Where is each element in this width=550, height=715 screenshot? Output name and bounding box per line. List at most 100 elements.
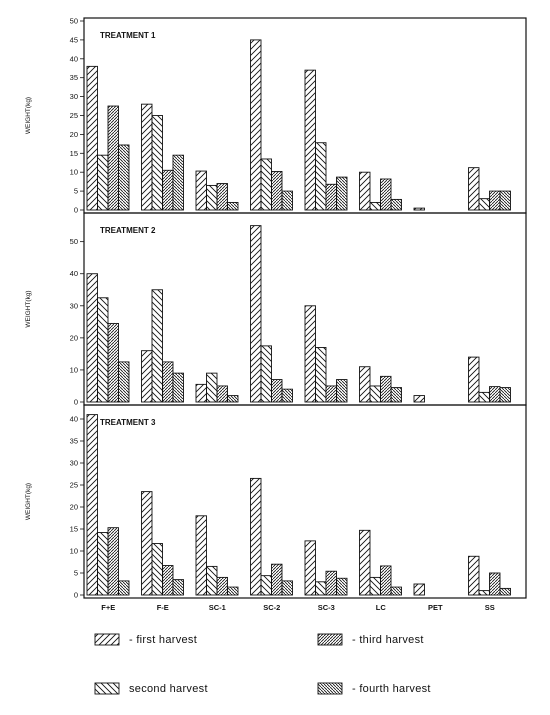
bar-second-harvest-fe bbox=[151, 543, 163, 596]
y-tick-label: 40 bbox=[70, 269, 78, 278]
bar-third-harvest-fe bbox=[162, 565, 174, 596]
bar-fourth-harvest-sc3 bbox=[336, 176, 348, 211]
bar-third-harvest-sc3 bbox=[325, 570, 337, 596]
y-tick-label: 20 bbox=[70, 503, 78, 512]
bar-second-harvest-sc3 bbox=[315, 581, 327, 596]
legend-label: - fourth harvest bbox=[352, 683, 431, 695]
bar-second-harvest-sc2 bbox=[260, 575, 272, 596]
bar-first-harvest-fe bbox=[141, 103, 153, 211]
y-tick-label: 15 bbox=[70, 149, 78, 158]
panel-title: TREATMENT 2 bbox=[100, 226, 156, 235]
bar-fourth-harvest-ss bbox=[499, 190, 511, 211]
bar-second-harvest-sc1 bbox=[206, 565, 218, 596]
bar-first-harvest-fe bbox=[86, 414, 98, 596]
legend-label: - third harvest bbox=[352, 634, 424, 646]
bar-third-harvest-sc1 bbox=[216, 385, 228, 403]
bar-second-harvest-lc bbox=[369, 576, 381, 596]
y-tick-label: 5 bbox=[74, 569, 78, 578]
y-tick-label: 35 bbox=[70, 73, 78, 82]
panel-treatment-1: TREATMENT 1 WEIGHT(kg) 0 5 10 15 20 25 30 35 40 45 5… bbox=[25, 17, 527, 215]
bar-third-harvest-lc bbox=[380, 565, 392, 596]
bar-second-harvest-ss bbox=[478, 590, 490, 596]
bar-second-harvest-fe bbox=[97, 532, 109, 596]
bar-first-harvest-sc1 bbox=[195, 383, 207, 403]
bar-fourth-harvest-fe bbox=[118, 580, 130, 596]
bar-third-harvest-ss bbox=[489, 572, 501, 596]
bar-second-harvest-fe bbox=[151, 115, 163, 211]
legend-item-third-harvest: - third harvest bbox=[317, 633, 424, 646]
legend-swatch bbox=[317, 682, 343, 695]
bar-second-harvest-fe bbox=[151, 289, 163, 403]
panel-treatment-2: TREATMENT 2 WEIGHT(kg) 0 10 20 30 40 50 bbox=[25, 212, 527, 407]
bar-first-harvest-sc2 bbox=[250, 225, 262, 403]
bar-first-harvest-lc bbox=[359, 529, 371, 596]
x-tick-label: SC-3 bbox=[318, 603, 335, 612]
bar-first-harvest-ss bbox=[468, 356, 480, 403]
bar-fourth-harvest-ss bbox=[499, 387, 511, 403]
bar-third-harvest-lc bbox=[380, 375, 392, 403]
bar-third-harvest-fe bbox=[107, 322, 119, 403]
legend: - first harvest - third harvest second har… bbox=[94, 633, 431, 695]
bar-second-harvest-fe bbox=[97, 154, 109, 211]
x-tick-label: PET bbox=[428, 603, 443, 612]
bar-third-harvest-sc1 bbox=[216, 183, 228, 211]
y-tick-label: 15 bbox=[70, 525, 78, 534]
bar-fourth-harvest-sc2 bbox=[281, 388, 293, 403]
bar-fourth-harvest-fe bbox=[118, 144, 130, 211]
legend-swatch bbox=[94, 633, 120, 646]
bar-first-harvest-sc1 bbox=[195, 170, 207, 211]
bar-first-harvest-sc2 bbox=[250, 39, 262, 211]
panel-treatment-3: TREATMENT 3 WEIGHT(kg) 0 5 10 15 20 25 30 35 40 F+E… bbox=[25, 404, 527, 612]
bar-fourth-harvest-sc2 bbox=[281, 580, 293, 596]
bar-first-harvest-lc bbox=[359, 171, 371, 211]
bar-fourth-harvest-ss bbox=[499, 587, 511, 596]
bar-fourth-harvest-fe bbox=[172, 579, 184, 596]
y-tick-label: 10 bbox=[70, 168, 78, 177]
bar-first-harvest-ss bbox=[468, 167, 480, 211]
bar-first-harvest-fe bbox=[141, 350, 153, 403]
y-tick-label: 30 bbox=[70, 92, 78, 101]
panel-title: TREATMENT 3 bbox=[100, 418, 156, 427]
bar-third-harvest-fe bbox=[107, 105, 119, 211]
bar-first-harvest-pet bbox=[413, 583, 425, 596]
bar-second-harvest-sc3 bbox=[315, 142, 327, 211]
bar-fourth-harvest-lc bbox=[390, 387, 402, 403]
legend-label: - first harvest bbox=[129, 634, 197, 646]
legend-item-fourth-harvest: - fourth harvest bbox=[317, 682, 431, 695]
x-tick-label: SC-2 bbox=[263, 603, 280, 612]
bar-fourth-harvest-fe bbox=[118, 361, 130, 403]
y-tick-label: 50 bbox=[70, 237, 78, 246]
bar-third-harvest-sc1 bbox=[216, 576, 228, 596]
bar-third-harvest-sc2 bbox=[271, 170, 283, 211]
panel-frame bbox=[83, 404, 527, 599]
y-tick-label: 40 bbox=[70, 415, 78, 424]
x-tick-label: LC bbox=[376, 603, 387, 612]
bar-fourth-harvest-fe bbox=[172, 372, 184, 403]
y-axis-label: WEIGHT(kg) bbox=[25, 97, 32, 134]
bar-first-harvest-sc3 bbox=[304, 540, 316, 596]
bar-first-harvest-fe bbox=[141, 491, 153, 596]
y-tick-label: 30 bbox=[70, 301, 78, 310]
bar-third-harvest-lc bbox=[380, 178, 392, 211]
bar-first-harvest-fe bbox=[86, 65, 98, 211]
bar-first-harvest-lc bbox=[359, 366, 371, 403]
x-tick-label: SS bbox=[485, 603, 495, 612]
bar-second-harvest-fe bbox=[97, 297, 109, 403]
panel-title: TREATMENT 1 bbox=[100, 31, 156, 40]
y-tick-label: 10 bbox=[70, 547, 78, 556]
bar-first-harvest-sc2 bbox=[250, 477, 262, 596]
bar-first-harvest-sc1 bbox=[195, 515, 207, 596]
bar-second-harvest-sc2 bbox=[260, 345, 272, 403]
bar-third-harvest-ss bbox=[489, 386, 501, 403]
y-tick-label: 35 bbox=[70, 437, 78, 446]
y-tick-label: 20 bbox=[70, 130, 78, 139]
bar-second-harvest-ss bbox=[478, 198, 490, 211]
bar-fourth-harvest-sc1 bbox=[227, 201, 239, 211]
bar-fourth-harvest-sc1 bbox=[227, 586, 239, 596]
legend-label: second harvest bbox=[129, 683, 208, 695]
bar-first-harvest-pet bbox=[413, 207, 425, 211]
bar-fourth-harvest-lc bbox=[390, 198, 402, 211]
y-axis-label: WEIGHT(kg) bbox=[25, 483, 32, 520]
y-axis-label: WEIGHT(kg) bbox=[25, 290, 32, 327]
